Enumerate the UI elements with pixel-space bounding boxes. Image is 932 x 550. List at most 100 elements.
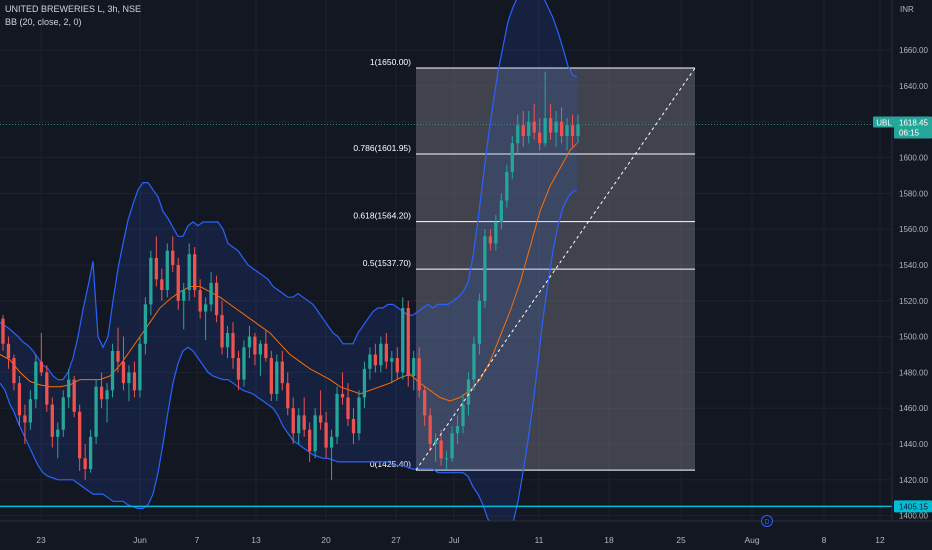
candle-body bbox=[198, 290, 202, 312]
candle-body bbox=[209, 282, 213, 305]
candle-body bbox=[308, 429, 312, 452]
chart-title: UNITED BREWERIES L, 3h, NSE bbox=[5, 4, 142, 14]
candle-body bbox=[499, 200, 503, 223]
candlesticks bbox=[1, 71, 580, 480]
candle-body bbox=[346, 397, 350, 419]
fib-level-label: 0.786(1601.95) bbox=[353, 143, 411, 153]
price-axis-bg bbox=[892, 0, 932, 550]
candle-body bbox=[532, 121, 536, 133]
candle-body bbox=[34, 361, 38, 400]
candle-body bbox=[247, 336, 252, 348]
candle-body bbox=[138, 343, 142, 391]
candle-body bbox=[171, 250, 175, 265]
candle-body bbox=[291, 408, 295, 434]
candle-body bbox=[417, 358, 421, 391]
price-tick-label: 1560.00 bbox=[899, 225, 928, 234]
candle-body bbox=[395, 358, 399, 373]
dividend-marker-label: D bbox=[764, 519, 769, 526]
candle-body bbox=[286, 383, 290, 409]
candle-body bbox=[412, 358, 416, 376]
last-price-badge bbox=[894, 116, 932, 139]
candle-body bbox=[203, 304, 208, 312]
candle-body bbox=[527, 121, 531, 137]
candle-body bbox=[6, 343, 11, 359]
candle-body bbox=[236, 358, 241, 380]
price-tick-label: 1600.00 bbox=[899, 154, 928, 163]
bollinger-bands bbox=[0, 0, 578, 542]
candle-body bbox=[28, 399, 33, 423]
time-tick-label: 27 bbox=[391, 535, 401, 545]
candle-body bbox=[362, 368, 367, 398]
candle-body bbox=[494, 222, 498, 244]
candle-body bbox=[505, 171, 509, 201]
candle-body bbox=[302, 415, 306, 430]
candle-body bbox=[340, 393, 345, 398]
bb-fill bbox=[0, 0, 577, 541]
candle-body bbox=[390, 358, 394, 362]
candle-body bbox=[406, 307, 410, 376]
candle-body bbox=[121, 361, 126, 384]
price-tick-label: 1480.00 bbox=[899, 368, 928, 377]
candle-body bbox=[318, 415, 323, 423]
candle-body bbox=[269, 358, 273, 394]
time-tick-label: Aug bbox=[744, 535, 759, 545]
candle-body bbox=[39, 361, 43, 373]
candle-body bbox=[231, 333, 235, 359]
candle-body bbox=[220, 315, 224, 348]
last-price-value: 1618.45 bbox=[899, 119, 928, 128]
candle-body bbox=[225, 333, 230, 348]
candle-body bbox=[543, 118, 547, 144]
candle-body bbox=[428, 415, 432, 445]
candle-body bbox=[548, 118, 553, 133]
candle-body bbox=[154, 257, 158, 280]
symbol-badge bbox=[873, 116, 895, 128]
candle-body bbox=[127, 372, 131, 384]
candle-body bbox=[444, 458, 449, 460]
countdown-value: 06:15 bbox=[899, 129, 920, 138]
candle-body bbox=[61, 397, 65, 430]
candle-body bbox=[99, 386, 104, 400]
candle-body bbox=[521, 125, 525, 137]
price-axis[interactable]: INR 1400.00 1420.00 1440.00 1460.00 1480.00 15… bbox=[891, 0, 932, 550]
candle-body bbox=[214, 282, 219, 316]
time-tick-label: 20 bbox=[321, 535, 331, 545]
candle-body bbox=[351, 418, 356, 434]
candle-body bbox=[461, 404, 465, 427]
candle-body bbox=[56, 429, 60, 437]
candle-body bbox=[570, 125, 575, 137]
price-tick-label: 1580.00 bbox=[899, 189, 928, 198]
dividend-marker-icon bbox=[761, 515, 773, 527]
candle-body bbox=[472, 343, 476, 380]
time-axis[interactable]: 23 Jun 7 13 20 27 Jul 11 18 25 Aug 8 12 D bbox=[0, 515, 932, 550]
time-tick-label: Jun bbox=[133, 535, 147, 545]
candle-body bbox=[297, 415, 301, 434]
candle-body bbox=[433, 440, 438, 445]
hline-price-badge bbox=[894, 500, 932, 513]
candle-body bbox=[483, 236, 487, 301]
price-tick-label: 1400.00 bbox=[899, 512, 928, 521]
candle-body bbox=[477, 300, 482, 344]
candle-body bbox=[176, 264, 180, 301]
candle-body bbox=[384, 343, 388, 362]
candle-body bbox=[466, 379, 471, 405]
candle-body bbox=[105, 390, 109, 400]
candle-body bbox=[280, 361, 284, 384]
candle-body bbox=[329, 436, 334, 448]
candle-body bbox=[116, 350, 120, 362]
time-axis-bg bbox=[0, 521, 932, 550]
currency-label: INR bbox=[900, 5, 914, 14]
candle-body bbox=[193, 254, 197, 291]
candle-body bbox=[324, 422, 328, 448]
candle-body bbox=[368, 354, 372, 369]
candle-body bbox=[538, 132, 542, 144]
candle-body bbox=[275, 361, 279, 394]
fib-level-label: 1(1650.00) bbox=[370, 57, 411, 67]
candle-body bbox=[565, 125, 569, 137]
candle-body bbox=[423, 390, 427, 416]
candle-body bbox=[439, 440, 443, 459]
symbol-badge-label: UBL bbox=[876, 119, 892, 128]
candle-body bbox=[488, 236, 493, 244]
candle-body bbox=[50, 404, 54, 437]
